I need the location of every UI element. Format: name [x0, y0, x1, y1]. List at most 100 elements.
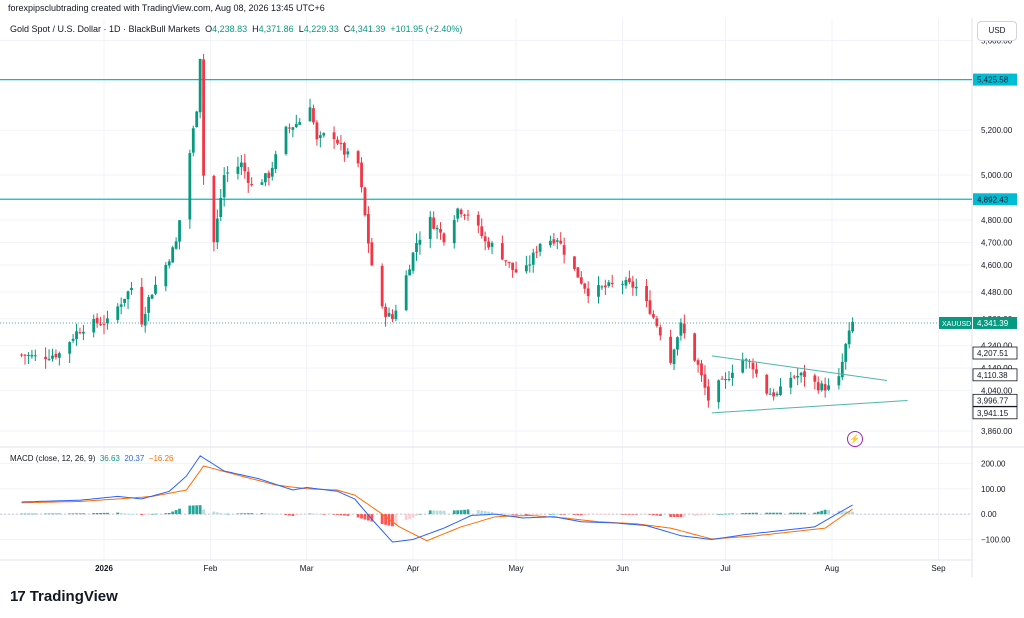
candle-up — [524, 265, 528, 272]
candle-up — [150, 294, 154, 299]
macd-histogram-bar — [236, 513, 240, 515]
macd-histogram-bar — [706, 514, 710, 515]
high-value: 4,371.86 — [258, 24, 294, 34]
macd-histogram-bar — [796, 512, 800, 515]
candle-up — [676, 337, 679, 350]
trend-lines — [711, 355, 908, 414]
candle-down — [772, 392, 776, 397]
macd-histogram-bar — [466, 509, 470, 515]
current-price-tag: 4,341.39 — [977, 319, 1009, 328]
candle-up — [634, 286, 638, 289]
candle-down — [645, 285, 648, 302]
lightning-icon[interactable]: ⚡ — [847, 431, 863, 447]
macd-histogram-bar — [188, 505, 192, 515]
candle-up — [346, 151, 350, 155]
macd-histogram-bar — [130, 514, 133, 515]
candle-up — [840, 361, 844, 378]
candle-up — [679, 322, 683, 336]
macd-histogram-bar — [92, 513, 96, 515]
macd-histogram-bar — [823, 509, 827, 515]
candle-down — [652, 314, 655, 318]
candle-up — [219, 197, 223, 217]
macd-histogram-bar — [741, 513, 745, 515]
candle-down — [442, 233, 446, 243]
candle-down — [363, 187, 367, 216]
macd-axis: 200.00 100.00 0.00 −100.00 — [981, 459, 1011, 544]
grid — [0, 18, 972, 560]
candle-up — [274, 154, 278, 169]
macd-histogram-bar — [500, 513, 504, 515]
candle-down — [23, 354, 27, 356]
candle-down — [336, 139, 339, 144]
macd-histogram-bar — [71, 513, 75, 515]
macd-histogram-bar — [559, 514, 563, 515]
macd-histogram-bar — [342, 514, 346, 516]
open-label: O — [205, 24, 213, 34]
candle-down — [102, 323, 106, 325]
tradingview-logo[interactable]: 17 TradingView — [10, 588, 118, 605]
macd-histogram-bar — [106, 512, 109, 515]
drawing-price-tag-box — [972, 393, 1018, 407]
macd-histogram-bar — [549, 514, 552, 515]
macd-histogram-bar — [202, 509, 205, 515]
candle-down — [246, 171, 250, 183]
candle-up — [768, 393, 772, 395]
candle-up — [538, 243, 542, 252]
macd-histogram-bar — [394, 514, 398, 525]
level-price-tag-box — [973, 193, 1017, 206]
candle-down — [700, 363, 703, 376]
time-tick-label: Sep — [931, 564, 946, 573]
macd-title: MACD (close, 12, 26, 9) — [10, 454, 96, 463]
candle-down — [765, 374, 769, 394]
candle-down — [380, 265, 384, 307]
candle-up — [789, 377, 793, 388]
candle-up — [188, 153, 192, 220]
candle-up — [92, 318, 96, 333]
macd-histogram-bar — [404, 514, 408, 521]
macd-histogram-bar — [442, 510, 446, 515]
macd-histogram-bar — [418, 513, 422, 515]
macd-histogram-bar — [731, 513, 734, 515]
price-tick-label: 4,480.00 — [981, 288, 1013, 297]
candle-down — [367, 213, 370, 244]
candle-up — [215, 218, 219, 243]
macd-histogram-bar — [51, 513, 54, 515]
currency-button[interactable]: USD — [977, 21, 1017, 41]
macd-histogram-bar — [700, 514, 703, 516]
candle-down — [573, 256, 576, 269]
macd-histogram-bar — [480, 510, 484, 515]
drawing-price-tag: 3,941.15 — [977, 409, 1009, 418]
candle-up — [452, 220, 456, 244]
candle-up — [294, 123, 298, 128]
macd-histogram-bar — [123, 513, 127, 515]
candle-up — [171, 247, 175, 263]
macd-histogram-bar — [610, 514, 614, 515]
macd-histogram-bar — [154, 513, 157, 515]
macd-histogram-bar — [140, 514, 144, 516]
symbol-legend: Gold Spot / U.S. Dollar · 1D · BlackBull… — [10, 24, 462, 34]
candle-down — [212, 175, 216, 243]
macd-histogram-bar — [171, 511, 175, 515]
candle-down — [792, 376, 796, 378]
candle-up — [624, 279, 628, 286]
candle-up — [119, 304, 123, 307]
time-tick-label: Mar — [300, 564, 314, 573]
candle-down — [507, 261, 511, 263]
candle-up — [167, 261, 171, 266]
macd-histogram-bar — [239, 513, 243, 515]
macd-histogram-bar — [504, 513, 508, 515]
macd-histogram-bar — [634, 514, 638, 515]
candle-down — [682, 323, 686, 334]
macd-histogram-bar — [552, 513, 556, 515]
close-value: 4,341.39 — [350, 24, 386, 34]
macd-histogram-bar — [775, 512, 779, 515]
candle-down — [391, 314, 394, 320]
macd-histogram-bar — [748, 512, 751, 515]
macd-histogram-bar — [20, 513, 23, 515]
time-tick-label: Aug — [825, 564, 839, 573]
candle-up — [33, 355, 37, 357]
candle-up — [116, 306, 120, 320]
candle-up — [147, 297, 151, 313]
macd-histogram-bar — [792, 512, 796, 515]
candle-down — [823, 384, 827, 391]
